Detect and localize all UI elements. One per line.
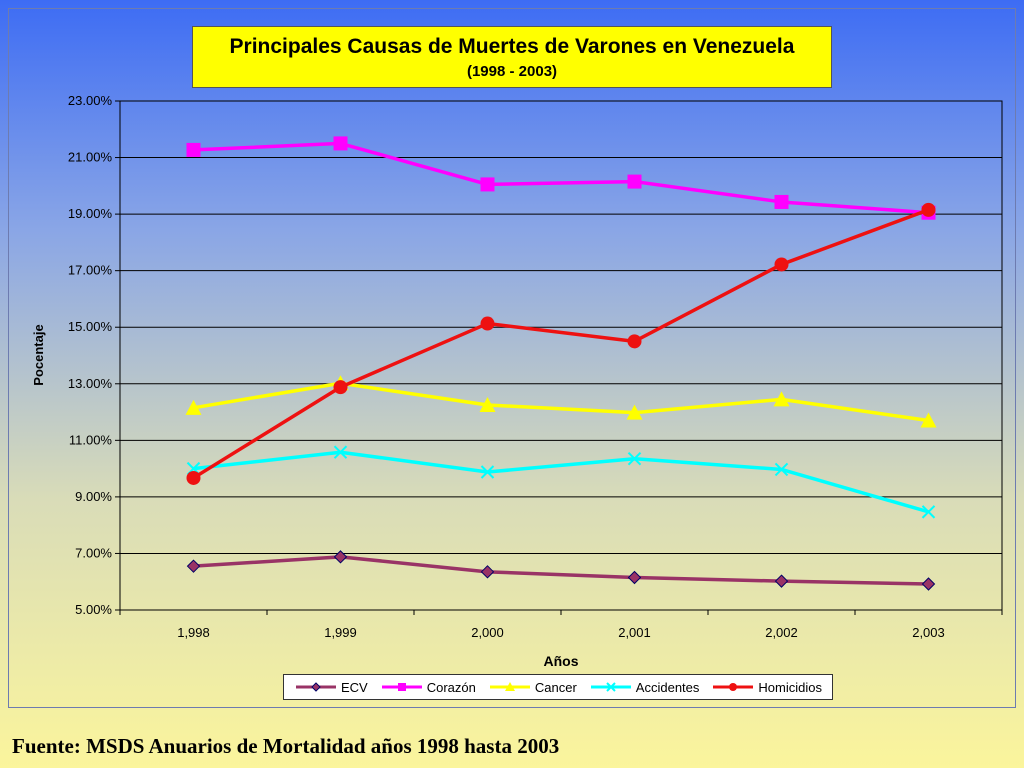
grid-lines [120,157,1002,554]
series-lines [185,136,937,591]
chart-frame [8,8,1016,708]
legend-item-homicidios: Homicidios [711,680,822,695]
point-cancer [479,396,496,412]
x-tick-label: 2,002 [765,625,798,640]
point-accidentes [333,445,348,459]
series-line-ecv [193,555,929,586]
source-note: Fuente: MSDS Anuarios de Mortalidad años… [12,734,560,758]
point-accidentes [774,462,789,477]
point-ecv [921,577,936,591]
legend-marker [729,683,738,691]
legend-item-coraz-n: Corazón [380,680,476,695]
legend-label: Accidentes [635,679,700,695]
x-axis-label: Años [544,653,579,669]
chart-title-box: Principales Causas de Muertes de Varones… [192,26,832,88]
legend-marker [606,682,616,692]
point-cancer [773,391,790,407]
point-coraz-n [480,177,495,192]
y-tick-label: 23.00% [68,93,113,108]
x-tick-label: 1,998 [177,625,210,640]
point-cancer [920,412,937,428]
point-coraz-n [333,136,348,151]
legend-marker [504,682,515,691]
point-ecv [480,565,495,579]
series-line-coraz-n [193,141,929,215]
point-accidentes [627,452,642,466]
x-tick-label: 2,000 [471,625,504,640]
point-ecv [186,559,201,573]
legend-item-ecv: ECV [294,680,368,695]
series-line-cancer [193,381,929,423]
legend-swatch [381,683,422,691]
legend-label: Cancer [534,679,577,695]
y-tick-label: 13.00% [68,376,113,391]
point-homicidios [921,202,936,217]
point-homicidios [480,316,495,331]
point-homicidios [627,334,642,349]
x-tick-label: 2,003 [912,625,945,640]
point-coraz-n [627,174,642,189]
legend-marker [397,683,406,691]
point-ecv [627,570,642,585]
y-tick-label: 21.00% [68,150,113,165]
point-cancer [626,404,643,420]
legend-swatch [489,682,530,691]
legend-item-accidentes: Accidentes [589,679,700,695]
legend-marker [311,682,321,692]
legend-item-cancer: Cancer [488,680,577,695]
legend-label: ECV [341,679,368,695]
y-tick-label: 5.00% [75,602,112,617]
y-tick-label: 19.00% [68,206,113,221]
x-tick-label: 2,001 [618,625,651,640]
point-coraz-n [774,194,789,209]
legend: ECV Corazón Cancer Accidentes Homicidios [283,674,833,700]
point-cancer [185,399,202,415]
chart-title: Principales Causas de Muertes de Varones… [229,35,795,58]
series-line-accidentes [193,450,929,514]
y-tick-label: 7.00% [75,545,112,560]
y-tick-label: 9.00% [75,489,112,504]
chart-subtitle: (1998 - 2003) [466,63,558,80]
point-ecv [333,550,348,564]
y-tick-label: 17.00% [68,263,113,278]
point-ecv [774,574,789,588]
y-tick-label: 15.00% [68,319,113,334]
plot-area [119,100,1003,611]
legend-label: Homicidios [758,679,822,695]
series-line-homicidios [192,208,930,480]
point-coraz-n [186,142,201,157]
point-homicidios [774,257,789,272]
x-tick-label: 1,999 [324,625,357,640]
y-tick-label: 11.00% [69,432,113,447]
point-accidentes [480,465,495,479]
legend-label: Corazón [426,679,476,695]
y-axis-label: Pocentaje [31,324,46,385]
legend-swatch [296,682,336,692]
legend-swatch [590,682,631,692]
point-accidentes [921,505,936,519]
legend-swatch [713,683,754,691]
point-homicidios [186,470,201,485]
point-homicidios [333,380,348,395]
axes: 5.00% 7.00% 9.00% 11.00% 13.00% 15.00% 17.00% 1… [68,93,1003,640]
